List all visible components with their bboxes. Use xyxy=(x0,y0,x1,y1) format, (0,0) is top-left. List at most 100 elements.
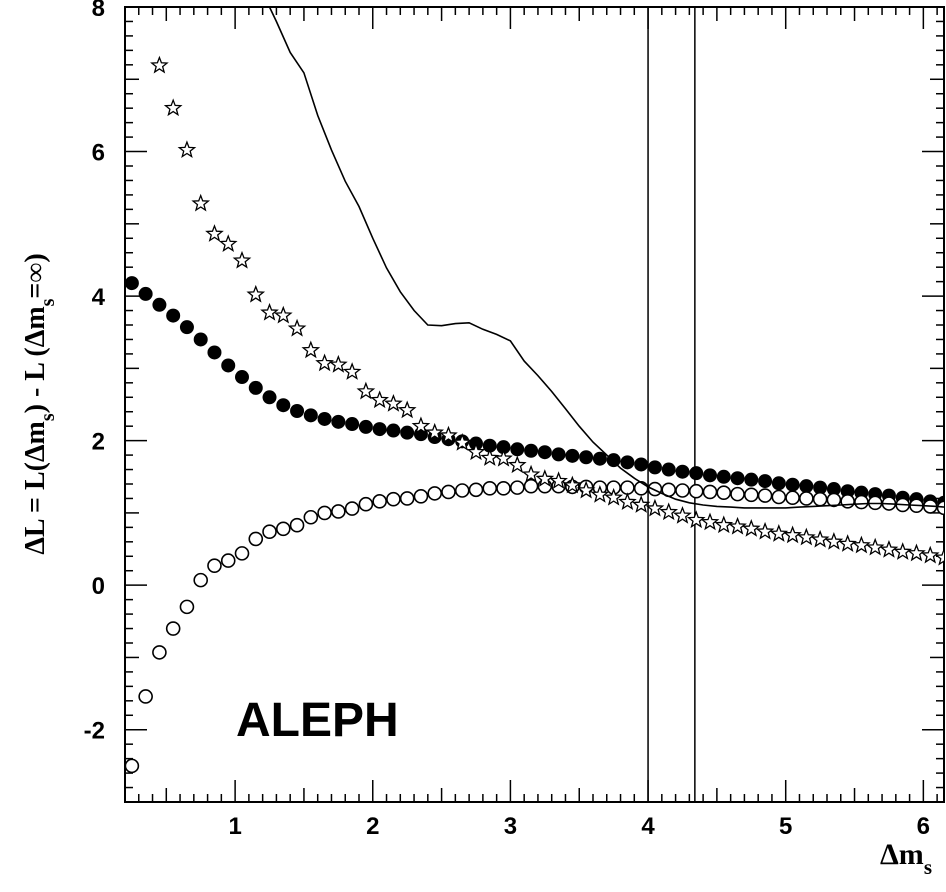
point-filled-circle xyxy=(207,345,221,359)
y-tick-label: 0 xyxy=(92,573,105,600)
point-filled-circle xyxy=(744,473,758,487)
point-open-circle xyxy=(263,525,276,538)
point-open-circle xyxy=(249,532,262,545)
point-filled-circle xyxy=(249,381,263,395)
point-open-circle xyxy=(800,492,813,505)
x-tick-label: 6 xyxy=(917,813,930,840)
point-open-circle xyxy=(814,493,827,506)
point-filled-circle xyxy=(772,476,786,490)
point-filled-circle xyxy=(194,332,208,346)
point-open-circle xyxy=(359,498,372,511)
y-tick-label: 6 xyxy=(92,140,105,167)
x-tick-label: 5 xyxy=(779,813,792,840)
point-filled-circle xyxy=(565,449,579,463)
point-filled-circle xyxy=(304,408,318,422)
annotation-aleph: ALEPH xyxy=(236,694,399,747)
point-open-circle xyxy=(483,482,496,495)
point-open-circle xyxy=(731,488,744,501)
point-filled-circle xyxy=(786,478,800,492)
point-open-circle xyxy=(401,492,414,505)
point-open-circle xyxy=(497,482,510,495)
point-filled-circle xyxy=(290,404,304,418)
point-open-circle xyxy=(180,600,193,613)
y-tick-label: -2 xyxy=(84,718,105,745)
point-open-circle xyxy=(125,759,138,772)
point-filled-circle xyxy=(166,309,180,323)
point-filled-circle xyxy=(221,358,235,372)
point-open-circle xyxy=(277,522,290,535)
point-open-circle xyxy=(208,559,221,572)
point-open-circle xyxy=(704,485,717,498)
point-open-circle xyxy=(690,485,703,498)
x-tick-label: 2 xyxy=(366,813,379,840)
point-filled-circle xyxy=(648,460,662,474)
x-tick-label: 4 xyxy=(641,813,655,840)
point-open-circle xyxy=(745,488,758,501)
y-tick-label: 4 xyxy=(92,284,106,311)
point-open-circle xyxy=(304,511,317,524)
y-tick-label: 8 xyxy=(92,0,105,22)
point-open-circle xyxy=(222,554,235,567)
point-filled-circle xyxy=(717,470,731,484)
point-open-circle xyxy=(236,547,249,560)
point-filled-circle xyxy=(799,479,813,493)
y-tick-label: 2 xyxy=(92,429,105,456)
point-filled-circle xyxy=(235,370,249,384)
point-open-circle xyxy=(841,495,854,508)
point-filled-circle xyxy=(579,450,593,464)
point-open-circle xyxy=(318,506,331,519)
point-open-circle xyxy=(717,486,730,499)
point-open-circle xyxy=(153,646,166,659)
point-filled-circle xyxy=(607,453,621,467)
point-filled-circle xyxy=(552,447,566,461)
point-open-circle xyxy=(414,490,427,503)
point-open-circle xyxy=(511,481,524,494)
point-filled-circle xyxy=(703,468,717,482)
point-open-circle xyxy=(635,482,648,495)
point-open-circle xyxy=(442,485,455,498)
point-filled-circle xyxy=(139,287,153,301)
point-filled-circle xyxy=(538,445,552,459)
point-filled-circle xyxy=(180,320,194,334)
point-open-circle xyxy=(346,502,359,515)
point-filled-circle xyxy=(345,417,359,431)
x-tick-label: 1 xyxy=(228,813,241,840)
point-filled-circle xyxy=(359,420,373,434)
point-open-circle xyxy=(786,491,799,504)
point-filled-circle xyxy=(125,276,139,290)
point-filled-circle xyxy=(331,415,345,429)
point-filled-circle xyxy=(731,471,745,485)
point-filled-circle xyxy=(620,455,634,469)
point-filled-circle xyxy=(318,412,332,426)
point-open-circle xyxy=(332,505,345,518)
point-open-circle xyxy=(428,487,441,500)
point-open-circle xyxy=(387,493,400,506)
point-open-circle xyxy=(470,483,483,496)
point-filled-circle xyxy=(675,465,689,479)
point-filled-circle xyxy=(400,426,414,440)
point-open-circle xyxy=(648,483,661,496)
point-filled-circle xyxy=(510,442,524,456)
point-open-circle xyxy=(139,690,152,703)
point-open-circle xyxy=(194,574,207,587)
point-open-circle xyxy=(676,484,689,497)
point-filled-circle xyxy=(662,463,676,477)
point-filled-circle xyxy=(689,466,703,480)
point-open-circle xyxy=(291,519,304,532)
point-open-circle xyxy=(167,622,180,635)
point-filled-circle xyxy=(386,424,400,438)
x-tick-label: 3 xyxy=(504,813,517,840)
point-open-circle xyxy=(759,489,772,502)
point-filled-circle xyxy=(634,457,648,471)
point-filled-circle xyxy=(276,398,290,412)
point-open-circle xyxy=(456,484,469,497)
point-filled-circle xyxy=(373,422,387,436)
point-filled-circle xyxy=(758,474,772,488)
point-open-circle xyxy=(621,481,634,494)
point-filled-circle xyxy=(152,298,166,312)
point-filled-circle xyxy=(524,444,538,458)
point-filled-circle xyxy=(263,390,277,404)
point-open-circle xyxy=(772,491,785,504)
